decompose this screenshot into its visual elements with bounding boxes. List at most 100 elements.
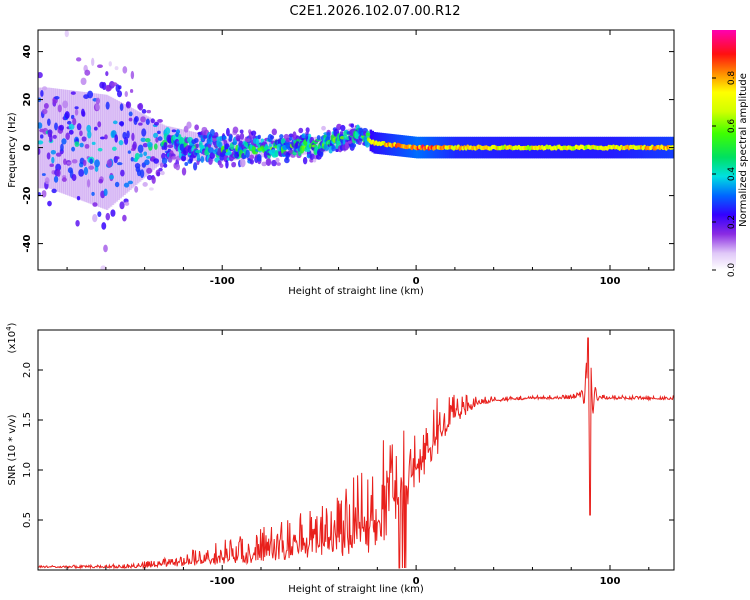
heatmap-blob [145,137,151,143]
heatmap-blob [97,147,103,152]
heatmap-blob [127,180,134,185]
heatmap-blob [140,137,146,143]
heatmap-blob [150,118,155,124]
heatmap-blob [251,130,257,136]
heatmap-blob [53,175,59,183]
heatmap-band-cell [55,88,58,192]
heatmap-blob [321,125,326,131]
heatmap-blob [64,111,70,119]
heatmap-blob [54,122,58,131]
heatmap-blob [245,149,250,159]
heatmap-blob [84,69,91,76]
heatmap-blob [343,130,348,136]
heatmap-blob [38,71,43,79]
heatmap-blob [143,151,148,157]
heatmap-blob [40,134,44,139]
heatmap-blob [38,148,41,155]
heatmap-blob [209,152,215,160]
heatmap-blob [38,122,43,129]
heatmap-blob [106,159,113,168]
heatmap-blob [196,153,201,162]
heatmap-band-cell [101,94,105,209]
heatmap-blob [178,151,183,159]
heatmap-blob [92,214,98,223]
heatmap-blob [288,136,293,141]
heatmap-blob [239,158,246,168]
heatmap-blob [271,159,277,167]
heatmap-band-cell [121,102,124,197]
heatmap-blob [42,86,48,91]
heatmap-blob [149,187,154,191]
snr-series-line [38,337,674,570]
heatmap-blob [139,169,145,179]
heatmap-blob [118,85,122,90]
heatmap-blob [231,161,237,168]
heatmap-blob [57,104,62,113]
heatmap-blob [214,132,219,139]
heatmap-blob [207,143,212,149]
heatmap-blob [49,163,54,168]
heatmap-blob [316,135,321,141]
y-tick-label: 1.0 [22,462,33,478]
y-tick-label: 0.5 [22,512,33,528]
heatmap-blob [222,135,227,140]
heatmap-band-cell [103,94,107,210]
heatmap-blob [71,146,76,152]
heatmap-blob [101,81,107,91]
heatmap-band-cell [38,87,41,189]
heatmap-blob [142,142,148,148]
heatmap-blob [139,153,143,158]
heatmap-blob [120,169,125,177]
heatmap-blob [116,162,123,166]
heatmap-blob [52,134,57,139]
heatmap-blob [171,155,177,160]
heatmap-blob [65,132,70,140]
heatmap-blob [140,116,146,123]
heatmap-blob [194,124,199,131]
spectrogram-heatmap [38,30,674,270]
heatmap-blob [138,122,143,126]
heatmap-blob [175,129,181,135]
snr-x-ticks: -100 0 100 [66,330,650,587]
heatmap-blob [55,152,62,157]
heatmap-blob [184,161,189,166]
heatmap-blob [350,123,355,128]
heatmap-blob [131,132,135,142]
colorbar-tick-label: 0.8 [727,71,737,86]
heatmap-blob [41,190,47,198]
heatmap-band-cell [45,87,49,189]
heatmap-band-cell [111,97,115,206]
snr-y-scale-label: (x104) [5,322,18,353]
heatmap-blob [112,146,117,151]
heatmap-blob [114,156,120,160]
colorbar-tick-label: 0.6 [727,119,737,134]
heatmap-blob [146,167,153,174]
heatmap-blob [336,123,342,128]
heatmap-blob [94,165,99,172]
heatmap-blob [105,71,109,77]
spectrogram-x-ticks: -100 0 100 [66,30,650,287]
heatmap-blob [200,155,205,163]
heatmap-blob [56,169,61,177]
heatmap-blob [134,185,139,193]
colorbar-gradient [712,30,736,270]
heatmap-band-cell [117,100,121,201]
colorbar-tick-label: 0.0 [727,263,737,278]
heatmap-blob [103,188,108,197]
heatmap-blob [61,177,67,182]
heatmap-blob [128,111,133,117]
heatmap-blob [92,202,98,207]
heatmap-blob [249,154,255,160]
heatmap-blob [193,162,198,171]
heatmap-blob [153,132,159,139]
heatmap-blob [275,157,280,163]
heatmap-blob [46,152,51,160]
heatmap-blob [118,140,124,146]
heatmap-blob [86,179,91,188]
heatmap-blob [112,120,118,125]
heatmap-blob [305,127,310,133]
colorbar-tick-label: 0.4 [727,167,737,182]
heatmap-blob [161,157,168,165]
colorbar-ticks: 0.0 0.2 0.4 0.6 0.8 [712,71,737,278]
